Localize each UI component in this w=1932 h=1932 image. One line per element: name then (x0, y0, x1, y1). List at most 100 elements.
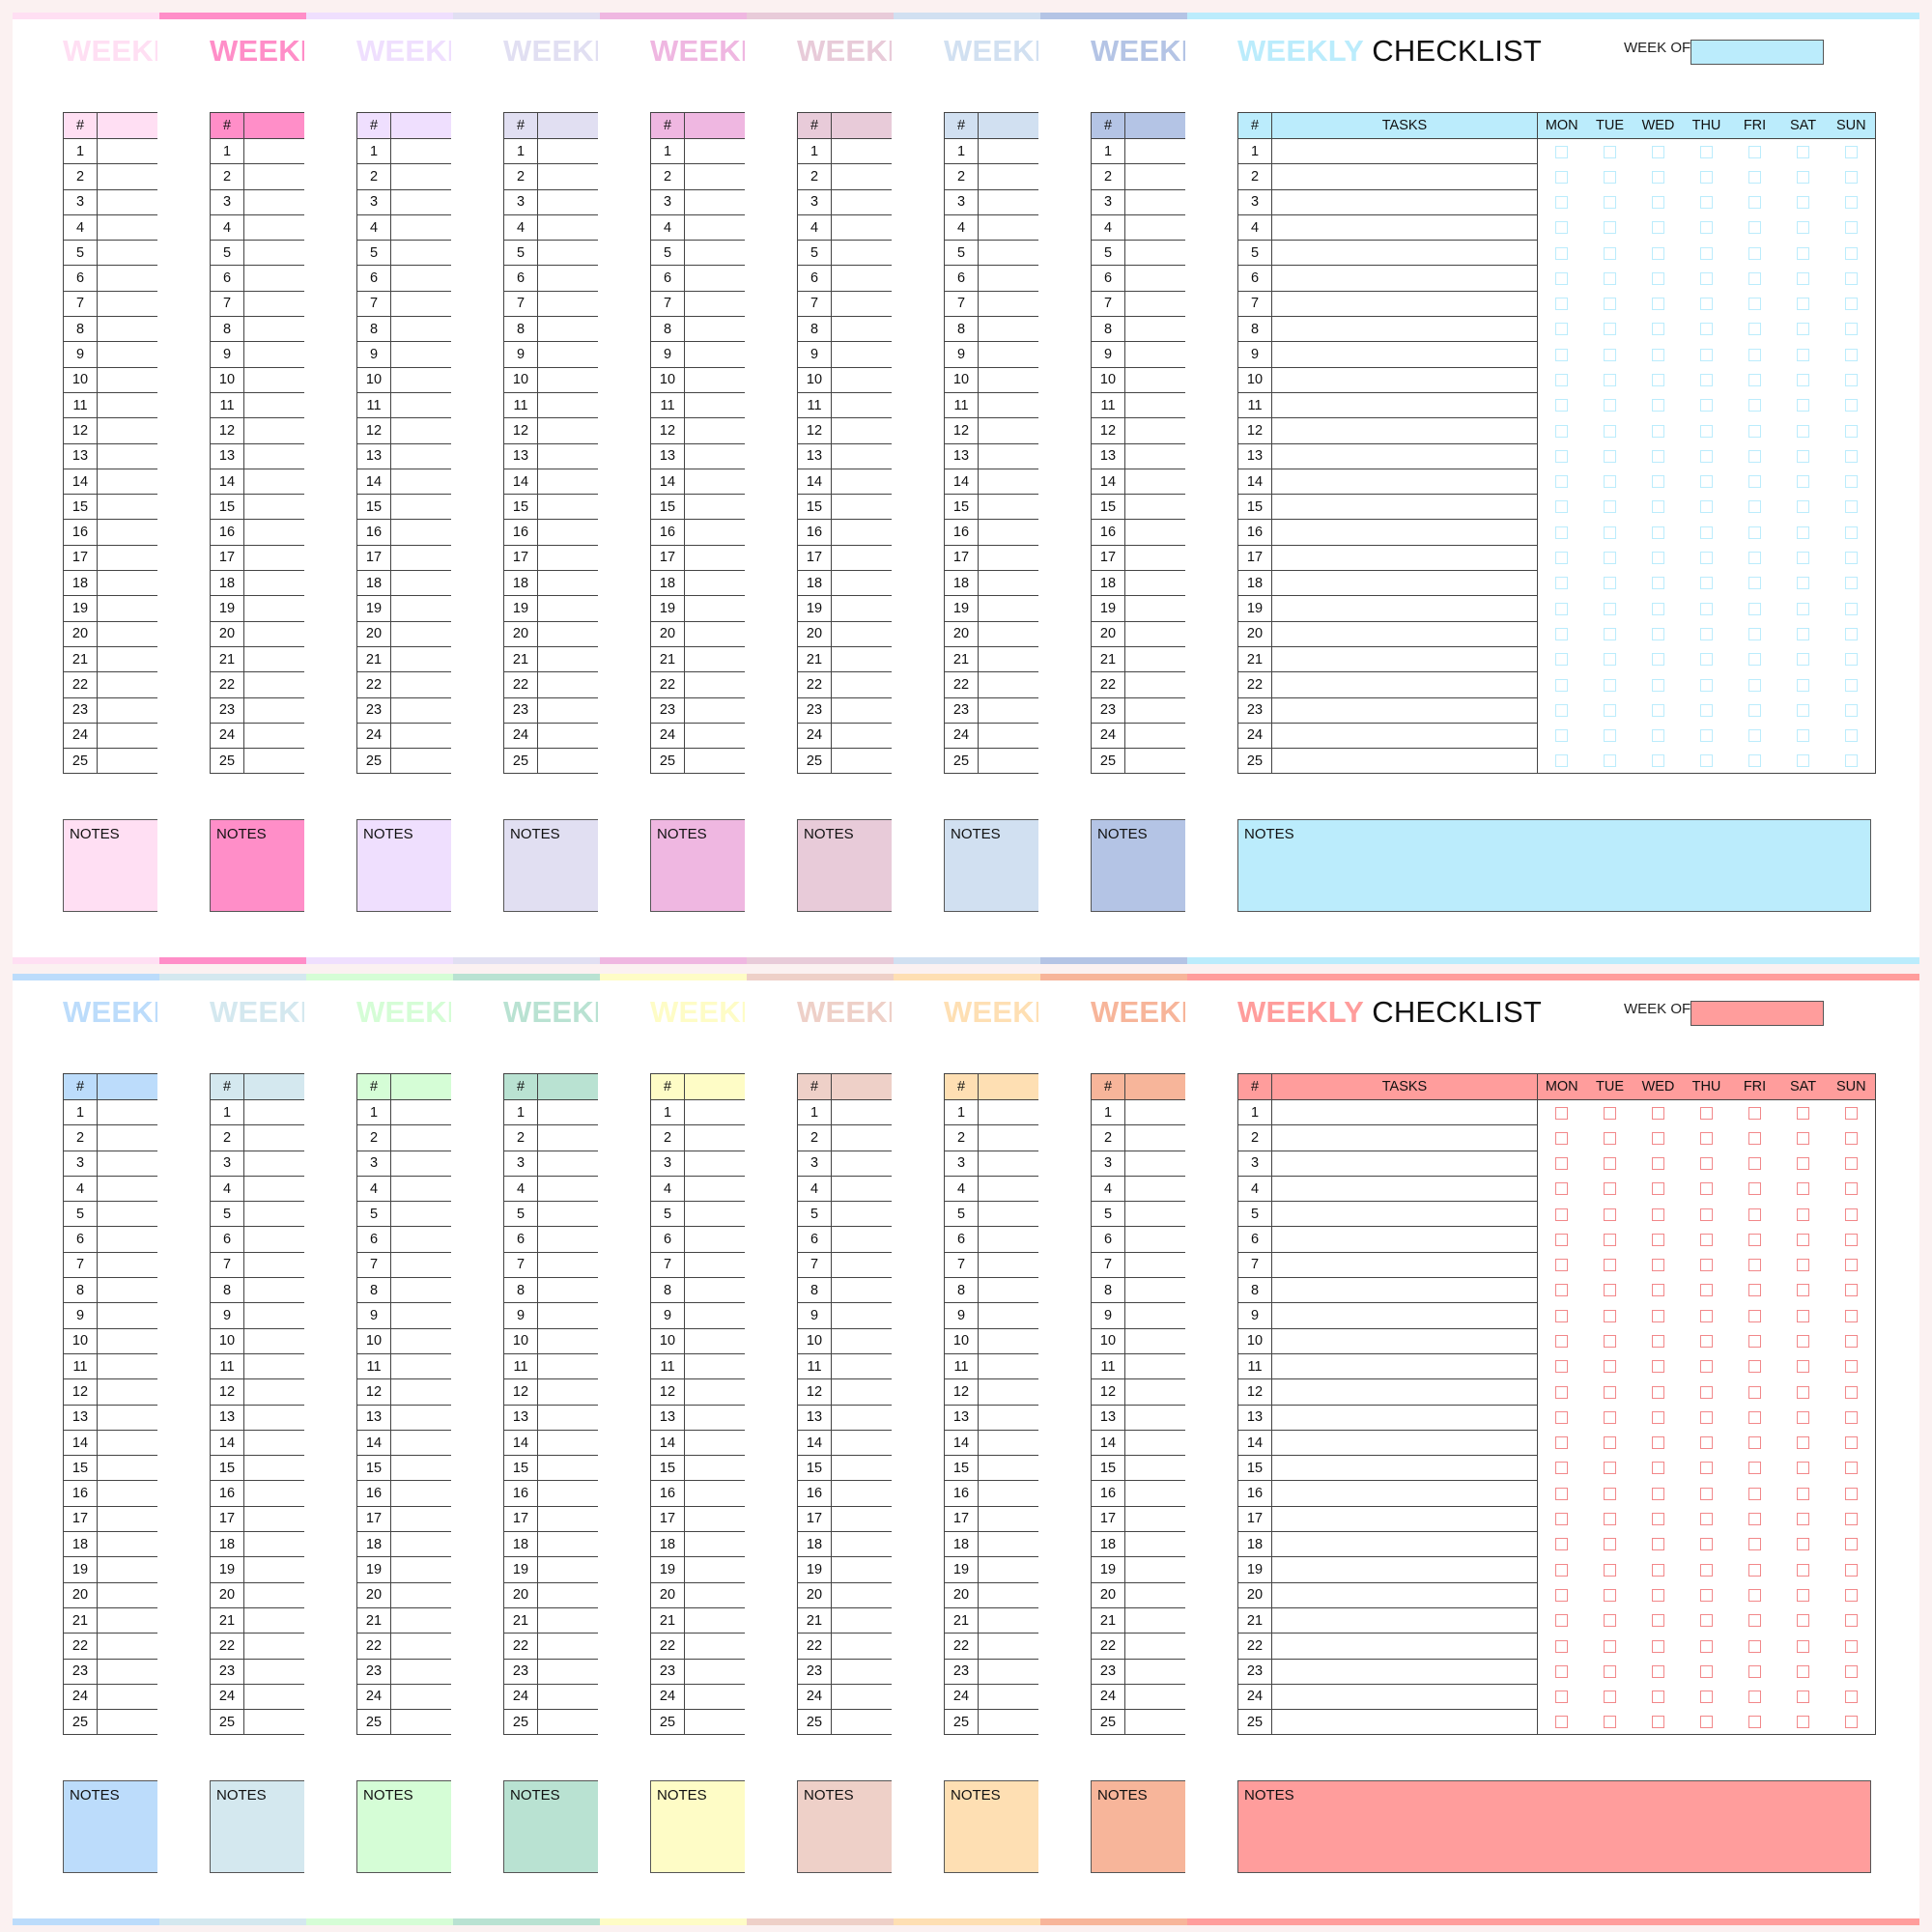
item-cell[interactable] (684, 1658, 745, 1685)
item-cell[interactable] (684, 1327, 745, 1354)
task-cell[interactable] (1271, 570, 1538, 597)
checkbox[interactable] (1748, 602, 1761, 615)
item-cell[interactable] (243, 1505, 304, 1533)
checkbox[interactable] (1555, 1690, 1569, 1704)
item-cell[interactable] (97, 1505, 157, 1533)
item-cell[interactable] (243, 1327, 304, 1354)
checkbox[interactable] (1844, 424, 1858, 438)
item-cell[interactable] (1124, 316, 1185, 343)
item-cell[interactable] (243, 570, 304, 597)
item-cell[interactable] (1124, 1505, 1185, 1533)
checkbox[interactable] (1604, 1716, 1616, 1729)
item-cell[interactable] (831, 1606, 892, 1634)
checkbox[interactable] (1700, 323, 1713, 336)
item-cell[interactable] (243, 1581, 304, 1608)
checkbox[interactable] (1700, 627, 1713, 640)
item-cell[interactable] (978, 1175, 1038, 1203)
checkbox[interactable] (1604, 1639, 1616, 1653)
checkbox[interactable] (1604, 449, 1616, 463)
item-cell[interactable] (97, 620, 157, 647)
item-cell[interactable] (1124, 1150, 1185, 1177)
checkbox[interactable] (1844, 754, 1858, 768)
checkbox[interactable] (1748, 500, 1761, 514)
item-cell[interactable] (831, 1098, 892, 1126)
checkbox[interactable] (1797, 373, 1809, 386)
checkbox[interactable] (1700, 577, 1713, 590)
checkbox[interactable] (1604, 1106, 1616, 1120)
item-cell[interactable] (243, 748, 304, 775)
item-cell[interactable] (1124, 1175, 1185, 1203)
checkbox[interactable] (1555, 1106, 1569, 1120)
checkbox[interactable] (1604, 1462, 1616, 1475)
checkbox[interactable] (1797, 602, 1809, 615)
item-cell[interactable] (390, 645, 451, 673)
item-cell[interactable] (684, 722, 745, 750)
item-cell[interactable] (978, 494, 1038, 521)
checkbox[interactable] (1652, 1487, 1664, 1500)
checkbox[interactable] (1797, 1131, 1809, 1145)
checkbox[interactable] (1844, 1639, 1858, 1653)
checkbox[interactable] (1604, 145, 1616, 158)
checkbox[interactable] (1555, 195, 1569, 209)
checkbox[interactable] (1652, 627, 1664, 640)
checkbox[interactable] (1797, 1436, 1809, 1450)
checkbox[interactable] (1604, 373, 1616, 386)
checkbox[interactable] (1700, 373, 1713, 386)
task-cell[interactable] (1271, 442, 1538, 469)
item-cell[interactable] (537, 1150, 598, 1177)
checkbox[interactable] (1797, 1182, 1809, 1196)
item-cell[interactable] (831, 1302, 892, 1329)
checkbox[interactable] (1748, 1462, 1761, 1475)
item-cell[interactable] (243, 1226, 304, 1253)
checkbox[interactable] (1844, 1106, 1858, 1120)
item-cell[interactable] (243, 1683, 304, 1711)
item-cell[interactable] (684, 240, 745, 267)
item-cell[interactable] (97, 570, 157, 597)
checkbox[interactable] (1844, 678, 1858, 692)
item-cell[interactable] (390, 1633, 451, 1660)
checkbox[interactable] (1604, 1233, 1616, 1246)
checkbox[interactable] (1700, 1639, 1713, 1653)
task-cell[interactable] (1271, 468, 1538, 496)
checkbox[interactable] (1797, 1614, 1809, 1628)
checkbox[interactable] (1652, 1385, 1664, 1399)
item-cell[interactable] (1124, 1098, 1185, 1126)
item-cell[interactable] (831, 1505, 892, 1533)
checkbox[interactable] (1604, 1614, 1616, 1628)
item-cell[interactable] (831, 1327, 892, 1354)
item-cell[interactable] (537, 1455, 598, 1482)
item-cell[interactable] (978, 1098, 1038, 1126)
item-cell[interactable] (831, 1709, 892, 1736)
item-cell[interactable] (97, 1480, 157, 1507)
item-cell[interactable] (390, 595, 451, 622)
checkbox[interactable] (1555, 1208, 1569, 1221)
item-cell[interactable] (97, 316, 157, 343)
item-cell[interactable] (390, 1327, 451, 1354)
item-cell[interactable] (978, 213, 1038, 242)
item-cell[interactable] (684, 391, 745, 419)
item-cell[interactable] (537, 595, 598, 622)
item-cell[interactable] (684, 316, 745, 343)
item-cell[interactable] (243, 341, 304, 368)
item-cell[interactable] (243, 1480, 304, 1507)
checkbox[interactable] (1748, 298, 1761, 311)
checkbox[interactable] (1604, 526, 1616, 539)
item-cell[interactable] (243, 494, 304, 521)
item-cell[interactable] (390, 1277, 451, 1304)
checkbox[interactable] (1555, 729, 1569, 743)
notes-box[interactable]: NOTES (944, 819, 1038, 912)
item-cell[interactable] (831, 1226, 892, 1253)
checkbox[interactable] (1748, 1588, 1761, 1602)
item-cell[interactable] (97, 722, 157, 750)
item-cell[interactable] (390, 519, 451, 546)
checkbox[interactable] (1555, 399, 1569, 412)
checkbox[interactable] (1652, 526, 1664, 539)
item-cell[interactable] (1124, 696, 1185, 724)
checkbox[interactable] (1604, 1131, 1616, 1145)
item-cell[interactable] (684, 696, 745, 724)
item-cell[interactable] (97, 1709, 157, 1736)
item-cell[interactable] (243, 519, 304, 546)
checkbox[interactable] (1604, 195, 1616, 209)
item-cell[interactable] (390, 1455, 451, 1482)
item-cell[interactable] (97, 544, 157, 572)
